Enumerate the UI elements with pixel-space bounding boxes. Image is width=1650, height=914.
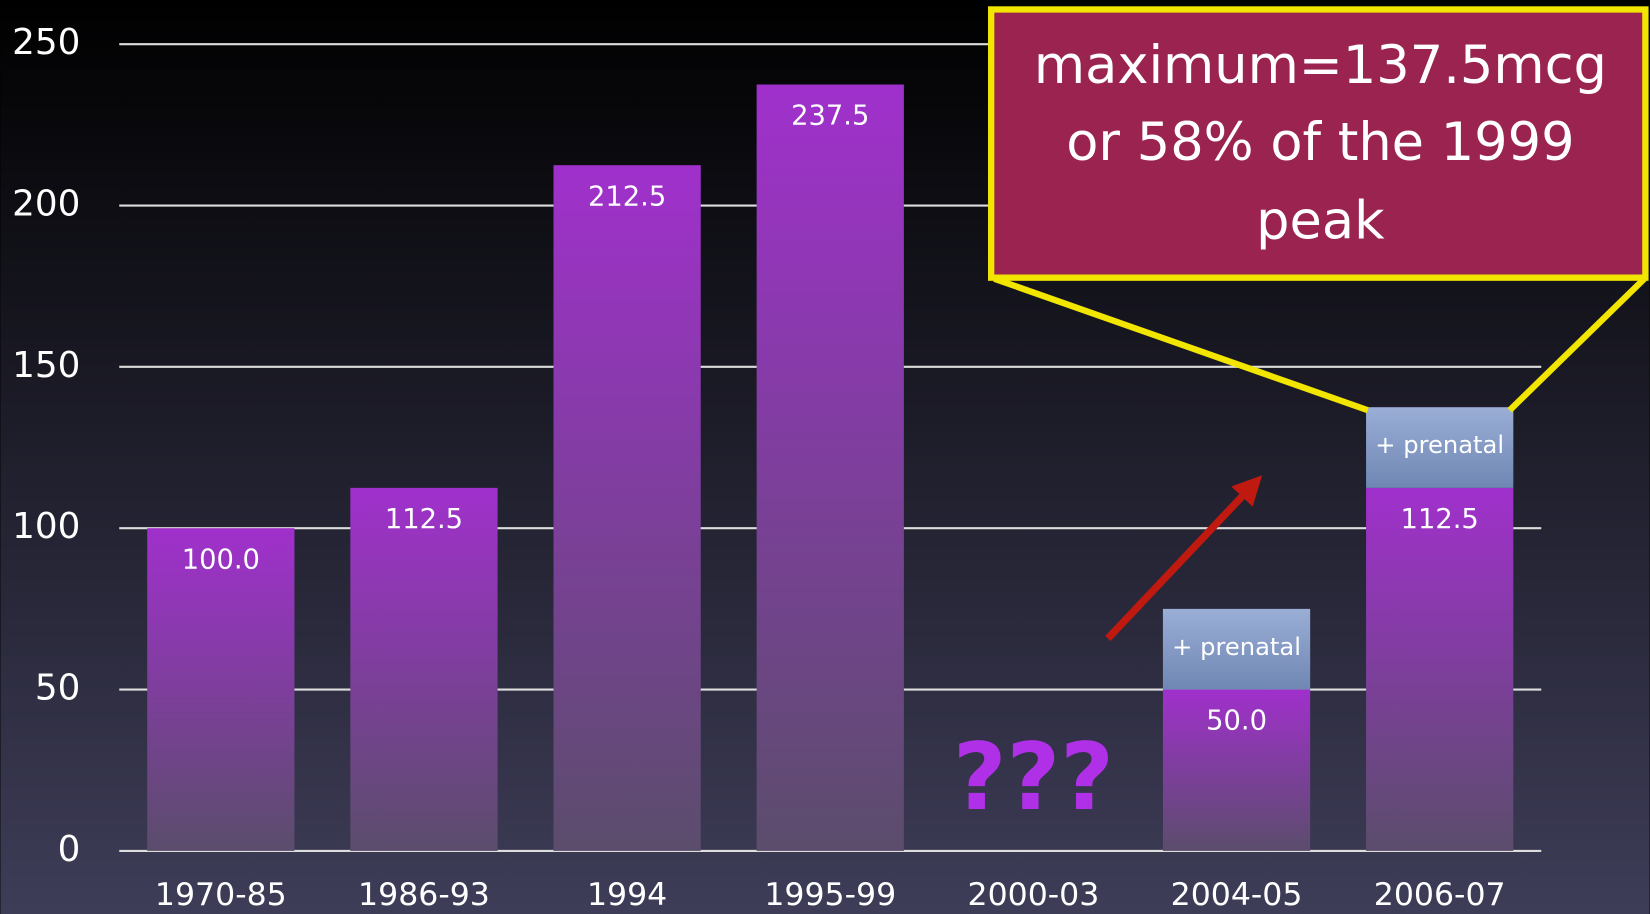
x-tick-label: 1994 xyxy=(587,877,667,913)
value-label: 112.5 xyxy=(385,504,463,535)
value-label: 212.5 xyxy=(588,181,666,212)
y-tick-label: 200 xyxy=(12,184,80,225)
segment-label: + prenatal xyxy=(1172,633,1301,661)
y-tick-label: 100 xyxy=(12,506,80,547)
y-tick-label: 250 xyxy=(12,22,80,63)
callout-text: maximum=137.5mcg xyxy=(1034,35,1607,96)
x-tick-label: 2006-07 xyxy=(1374,877,1506,913)
callout-box xyxy=(988,6,1649,281)
bar-segment xyxy=(1162,608,1311,690)
callout-text: or 58% of the 1999 xyxy=(1066,112,1574,173)
plot: 0 50 100 150 200 250 1970-85 100.0 1986-93 112.5 1… xyxy=(12,22,1542,913)
arrow xyxy=(1105,475,1263,641)
x-tick-label: 1986-93 xyxy=(358,877,490,913)
bar-segment xyxy=(756,84,904,851)
callout-pointer xyxy=(993,275,1369,414)
callout-text: peak xyxy=(1256,191,1385,252)
bar-segment xyxy=(350,487,498,851)
y-tick-label: 0 xyxy=(58,829,81,870)
bar-segment xyxy=(1366,487,1514,851)
value-label: 112.5 xyxy=(1401,504,1479,535)
callout-pointer xyxy=(1507,276,1647,413)
x-tick-label: 1970-85 xyxy=(155,877,287,913)
y-tick-label: 150 xyxy=(12,345,80,386)
bar-segment xyxy=(1366,407,1514,488)
x-tick-label: 2000-03 xyxy=(967,877,1099,913)
x-tick-label: 1995-99 xyxy=(764,877,896,913)
x-tick-label: 2004-05 xyxy=(1171,877,1303,913)
bar-segment xyxy=(1162,689,1311,851)
bar-segment xyxy=(553,165,701,851)
segment-label: + prenatal xyxy=(1375,431,1504,459)
y-tick-label: 50 xyxy=(35,668,80,709)
value-label: 50.0 xyxy=(1206,706,1267,737)
value-label: 100.0 xyxy=(182,544,260,575)
value-label: 237.5 xyxy=(791,101,869,132)
missing-marker: ??? xyxy=(953,723,1114,831)
bar-segment xyxy=(147,528,295,851)
